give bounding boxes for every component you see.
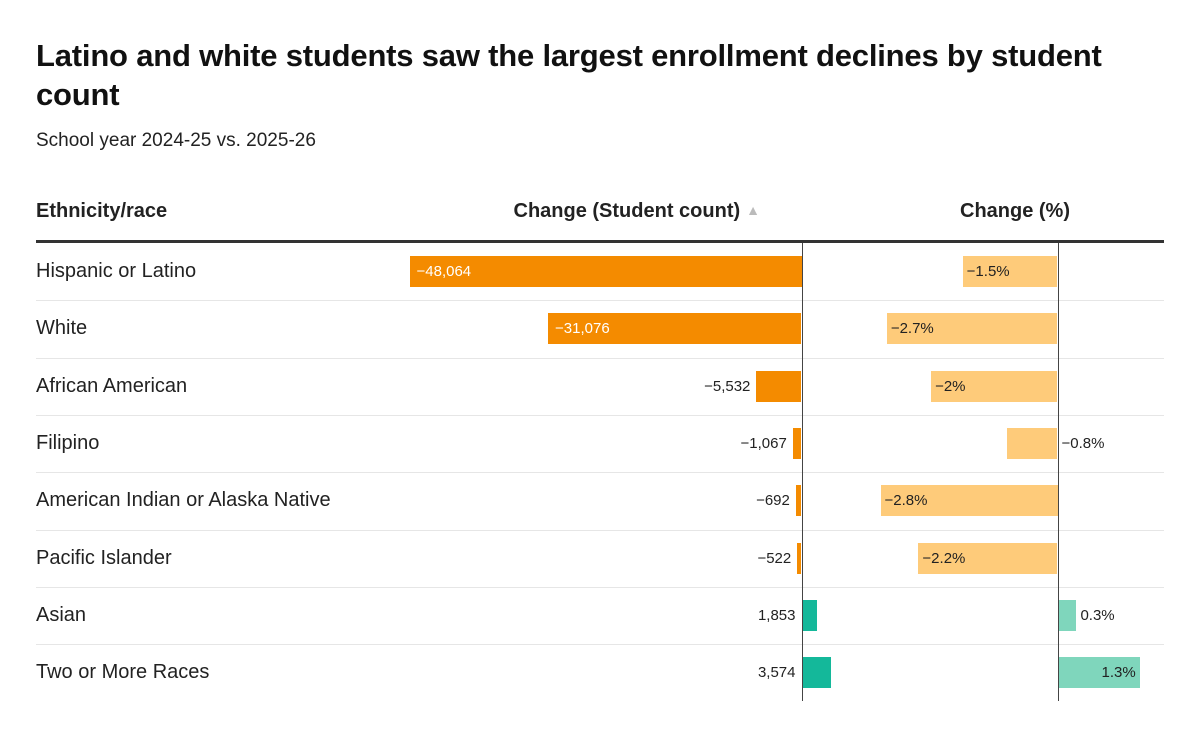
pct-zero-axis <box>1057 243 1059 702</box>
pct-label: −2.7% <box>890 320 934 338</box>
pct-label: 0.3% <box>1080 606 1115 624</box>
pct-label: −2% <box>935 377 966 395</box>
count-bar <box>409 256 802 288</box>
count-bar <box>795 485 802 517</box>
chart-title: Latino and white students saw the larges… <box>36 38 1102 112</box>
count-label: 3,574 <box>757 664 796 682</box>
sort-ascending-icon[interactable]: ▲ <box>746 202 760 218</box>
row-label: American Indian or Alaska Native <box>36 489 331 512</box>
row-label: Hispanic or Latino <box>36 260 197 282</box>
pct-bar <box>886 313 1058 345</box>
count-label: 1,853 <box>757 606 796 624</box>
column-header-ethnicity-label: Ethnicity/race <box>36 200 168 222</box>
row-label: White <box>36 317 88 340</box>
pct-bar <box>1006 428 1058 460</box>
count-zero-axis <box>801 243 803 702</box>
pct-bar <box>880 485 1058 517</box>
count-bar <box>792 428 802 460</box>
row-divider <box>36 415 1164 416</box>
count-bar <box>801 599 817 631</box>
row-label: Asian <box>36 603 87 626</box>
count-label: −31,076 <box>555 320 610 338</box>
count-label: −5,532 <box>704 377 751 395</box>
pct-label: −0.8% <box>1061 435 1105 453</box>
row-divider <box>36 300 1164 301</box>
row-label: Two or More Races <box>36 661 210 684</box>
pct-label: 1.3% <box>1101 664 1136 682</box>
count-bar <box>797 542 802 574</box>
pct-bar <box>1057 599 1077 631</box>
count-bar <box>756 370 802 402</box>
column-header-count-label: Change (Student count) <box>513 200 741 222</box>
row-divider <box>36 644 1164 645</box>
column-header-pct[interactable]: Change (%) <box>860 200 1070 223</box>
count-label: −692 <box>756 492 790 510</box>
count-bar <box>548 313 802 345</box>
count-bar <box>801 657 831 689</box>
pct-bar <box>962 256 1058 288</box>
row-divider <box>36 472 1164 473</box>
pct-bar <box>1057 657 1140 689</box>
row-divider <box>36 358 1164 359</box>
column-header-count[interactable]: Change (Student count) ▲ <box>360 200 761 223</box>
row-divider <box>36 587 1164 588</box>
header-rule <box>36 240 1164 243</box>
column-header-ethnicity[interactable]: Ethnicity/race <box>36 200 167 223</box>
pct-bar <box>918 542 1058 574</box>
count-label: −1,067 <box>740 435 787 453</box>
row-divider <box>36 530 1164 531</box>
pct-bar <box>931 370 1058 402</box>
count-label: −522 <box>757 549 792 567</box>
pct-label: −2.2% <box>922 549 966 567</box>
row-label: Filipino <box>36 431 100 454</box>
column-header-pct-label: Change (%) <box>960 200 1070 222</box>
chart-subtitle: School year 2024-25 vs. 2025-26 <box>36 130 316 151</box>
pct-label: −1.5% <box>966 263 1010 281</box>
pct-label: −2.8% <box>884 492 928 510</box>
count-label: −48,064 <box>416 263 472 281</box>
row-label: Pacific Islander <box>36 546 172 569</box>
row-label: African American <box>36 374 188 397</box>
